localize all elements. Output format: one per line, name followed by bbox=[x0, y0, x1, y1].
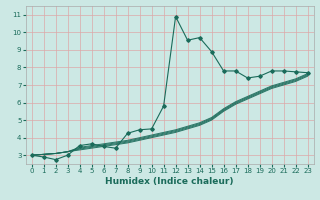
X-axis label: Humidex (Indice chaleur): Humidex (Indice chaleur) bbox=[105, 177, 234, 186]
